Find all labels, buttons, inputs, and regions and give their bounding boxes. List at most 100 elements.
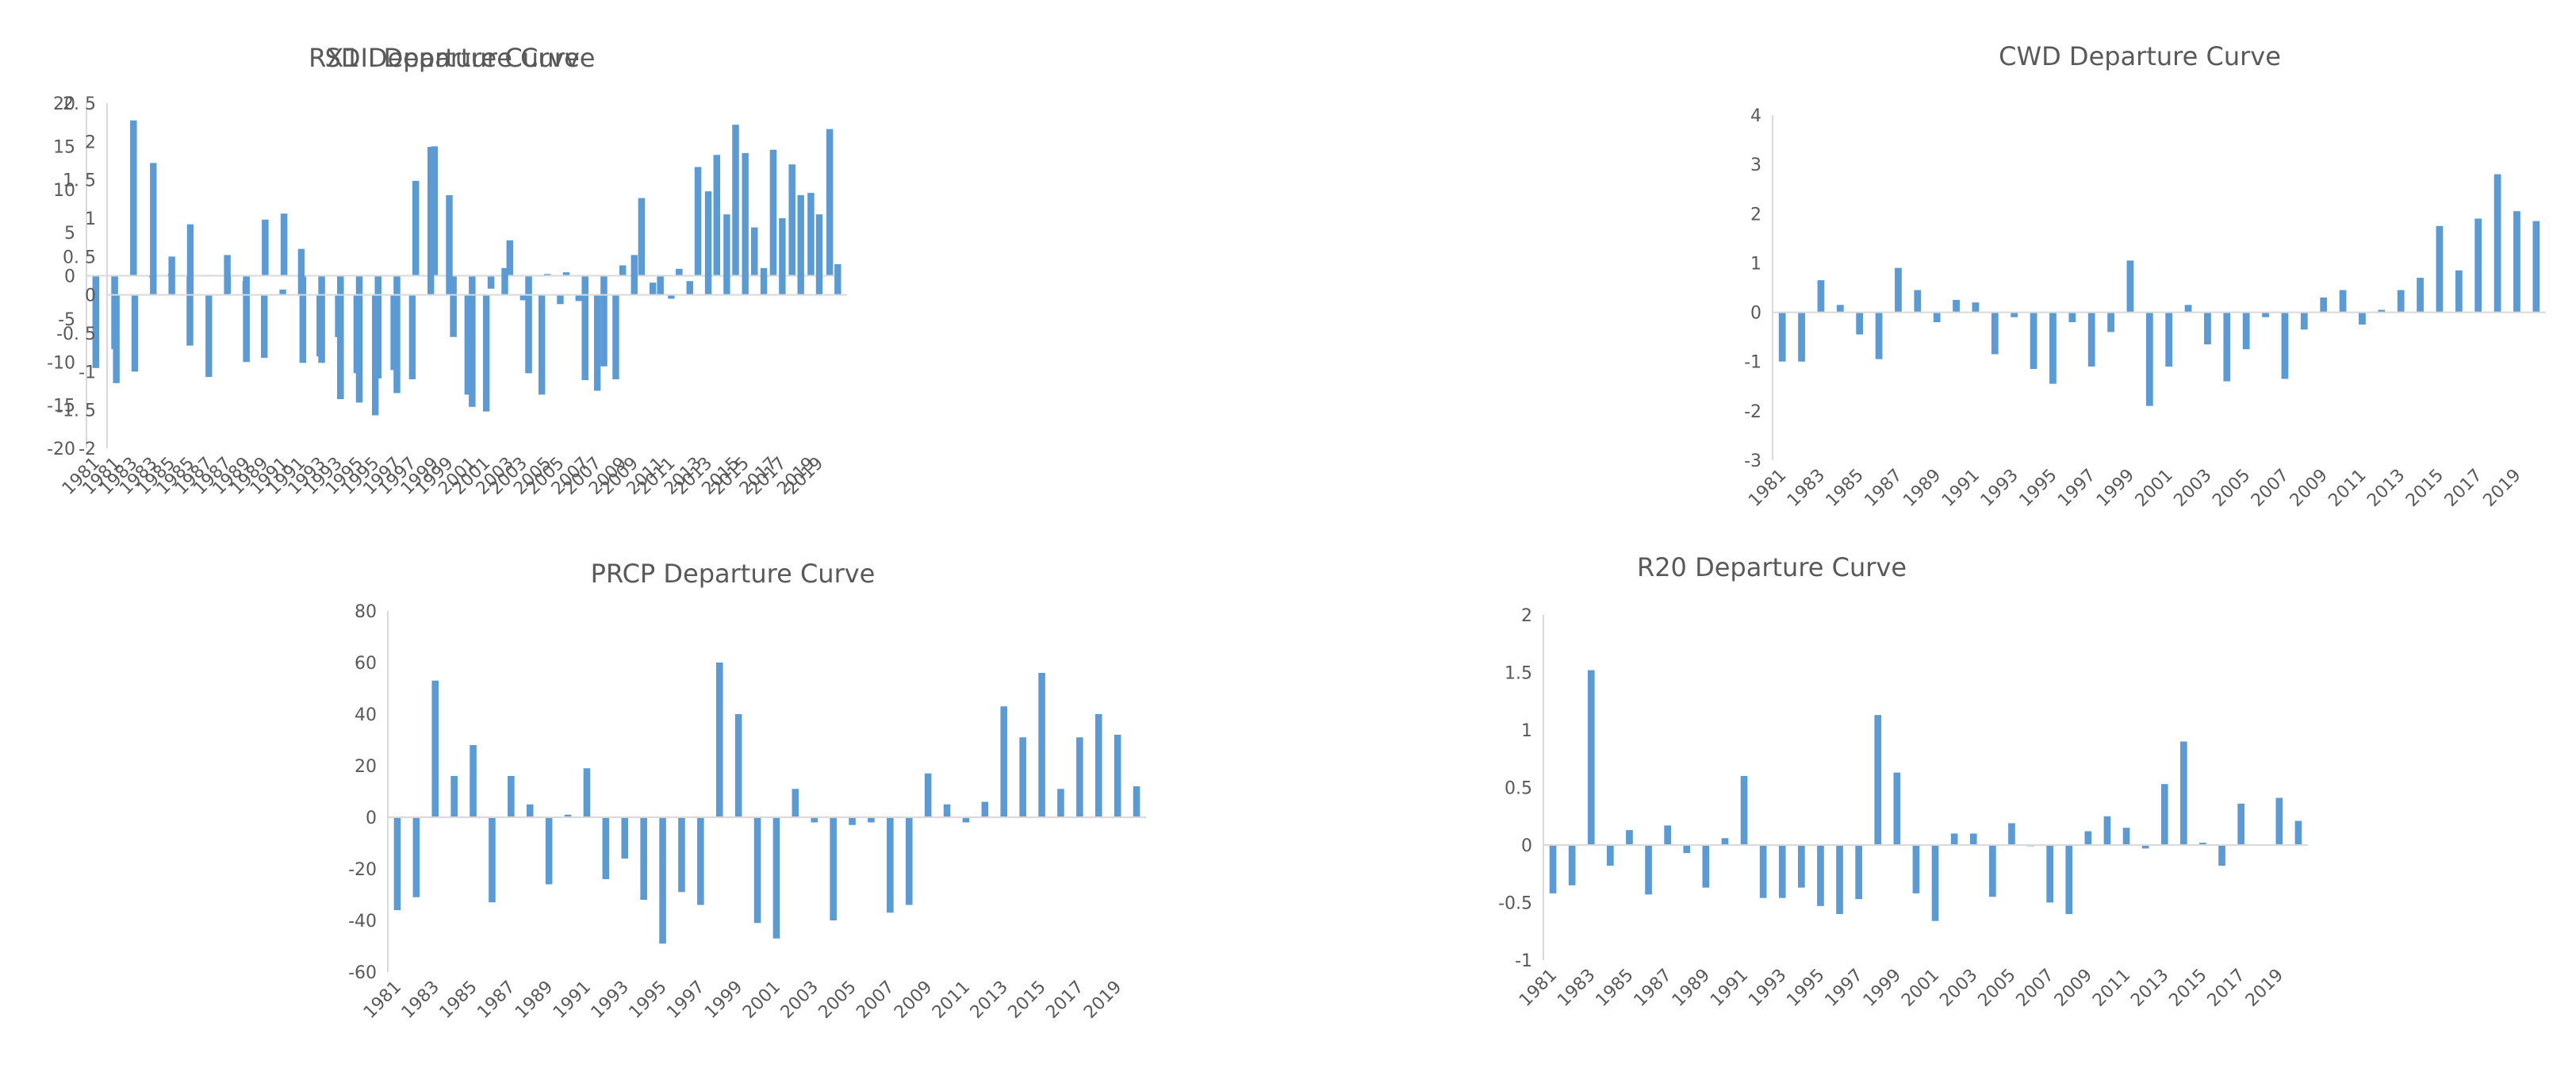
sdii-xtick-label: 1985	[153, 454, 198, 499]
sdii-bar-2002	[501, 267, 508, 295]
sdii-bar-2012	[686, 281, 693, 295]
r20-xtick-label: 1995	[1783, 966, 1828, 1011]
r20-xtick-label: 1983	[1554, 966, 1599, 1011]
prcp-bar-2017	[1076, 737, 1083, 817]
prcp-bar-1989	[545, 817, 553, 885]
sdii-bar-1986	[205, 294, 213, 378]
r20-bar-2014	[2180, 741, 2187, 845]
chart-panel-prcp: PRCP Departure Curve 80 60 40 20 0 -20 -40 -60 19…	[301, 524, 1174, 1068]
cwd-bar-2005	[2242, 312, 2250, 350]
rx1-ytick-label: -20	[47, 440, 75, 459]
sdii-bar-2018	[797, 195, 804, 295]
prcp-xtick-label: 1997	[663, 978, 708, 1023]
cwd-xtick-label: 2003	[2170, 466, 2215, 511]
cwd-bar-1993	[2011, 312, 2018, 317]
cwd-bar-1988	[1914, 290, 1922, 313]
r20-xtick-label: 1997	[1822, 966, 1867, 1011]
r20-bar-1993	[1778, 845, 1786, 898]
sdii-xtick-label: 2003	[486, 454, 531, 499]
prcp-bar-2007	[887, 817, 894, 913]
sdii-xtick-label: 1981	[79, 454, 125, 499]
cwd-xtick-label: 2001	[2132, 466, 2177, 511]
sdii-bar-2011	[668, 294, 675, 299]
rx1-ytick-label: -10	[47, 353, 75, 373]
r20-bar-1983	[1587, 670, 1595, 845]
cwd-bar-1986	[1875, 312, 1883, 359]
sdii-ytick-label: 1	[85, 209, 96, 229]
r20-xtick-label: 1981	[1516, 966, 1561, 1011]
r20-xtick-label: 2005	[1974, 966, 2019, 1011]
prcp-xtick-label: 1987	[473, 978, 519, 1023]
r20-title: R20 Departure Curve	[1637, 552, 1907, 582]
rx1-bar-1999	[431, 146, 439, 276]
rx1-bar-2007	[581, 275, 588, 381]
prcp-bar-1987	[508, 776, 515, 817]
sdii-xtick-label: 1997	[375, 454, 420, 499]
rx1-ytick-label: -15	[47, 397, 75, 417]
sdii-xtick-label: 1983	[116, 454, 161, 499]
prcp-bar-1986	[489, 817, 496, 903]
prcp-bar-2001	[772, 817, 780, 939]
sdii-xtick-label: 1989	[227, 454, 272, 499]
prcp-bar-2000	[753, 817, 761, 924]
rx1-bar-1981	[92, 275, 100, 368]
r20-ytick-label: 0	[1521, 836, 1532, 856]
sdii-title: SDII Departure Curve	[325, 43, 596, 73]
cwd-bar-2010	[2339, 290, 2347, 313]
cwd-bar-2007	[2281, 312, 2289, 379]
prcp-bar-2019	[1114, 735, 1121, 817]
r20-bar-2004	[1989, 845, 1996, 897]
rx1-bar-2012	[676, 268, 683, 276]
r20-bar-1982	[1568, 845, 1576, 886]
r20-bar-1981	[1549, 845, 1557, 893]
r20-xtick-label: 2019	[2242, 966, 2287, 1011]
prcp-xtick-label: 1983	[398, 978, 443, 1023]
sdii-xtick-label: 1987	[190, 454, 236, 499]
r20-bar-2007	[2046, 845, 2053, 903]
prcp-ytick-label: 40	[355, 705, 377, 725]
sdii-ytick-label: 1. 5	[63, 171, 96, 191]
r20-xtick-label: 2011	[2089, 966, 2134, 1011]
cwd-bar-2012	[2378, 309, 2386, 313]
prcp-bar-1997	[697, 817, 704, 905]
r20-bar-2002	[1950, 833, 1958, 845]
prcp-ytick-label: 80	[355, 602, 377, 622]
prcp-ytick-label: 0	[366, 809, 377, 828]
prcp-bar-1981	[393, 817, 401, 910]
r20-bar-1994	[1798, 845, 1805, 888]
r20-bar-1987	[1664, 825, 1671, 845]
cwd-bar-1985	[1856, 312, 1864, 335]
sdii-bar-1995	[372, 294, 379, 416]
r20-xtick-label: 2003	[1936, 966, 1981, 1011]
rx1-chart: RX1 Departure Curve20151050-5-10-15-2019…	[47, 43, 839, 499]
rx1-ytick-label: 0	[64, 267, 75, 287]
prcp-bar-1993	[621, 817, 629, 859]
sdii-bar-2006	[575, 294, 582, 302]
prcp-bar-1983	[431, 680, 439, 817]
prcp-xtick-label: 1995	[626, 978, 671, 1023]
chart-panel-rx1: RX1 Departure Curve 20 15 10 5 0 -5 -10 -15 -20 19…	[0, 0, 872, 524]
cwd-bar-1992	[1991, 312, 1999, 355]
prcp-bar-2009	[924, 773, 932, 817]
rx1-bar-1992	[299, 275, 307, 363]
sdii-bar-2001	[482, 294, 490, 412]
rx1-bar-2005	[543, 274, 551, 276]
prcp-xtick-label: 2011	[929, 978, 974, 1023]
cwd-xtick-label: 1985	[1823, 466, 1868, 511]
rx1-bar-2016	[750, 227, 758, 276]
prcp-bar-1996	[678, 817, 685, 893]
prcp-xtick-label: 2003	[777, 978, 822, 1023]
sdii-xtick-label: 1991	[264, 454, 309, 499]
r20-bar-1992	[1759, 845, 1767, 898]
cwd-bar-2009	[2320, 297, 2328, 313]
sdii-bar-1989	[261, 294, 268, 358]
r20-bar-1986	[1645, 845, 1652, 895]
sdii-xtick-label: 2015	[708, 454, 753, 499]
sdii-bar-1990	[279, 289, 286, 295]
cwd-xtick-label: 2017	[2441, 466, 2486, 511]
r20-bar-2000	[1912, 845, 1920, 893]
cwd-bar-2015	[2436, 225, 2444, 313]
sdii-bar-1988	[242, 281, 250, 295]
r20-bar-2005	[2008, 823, 2015, 845]
